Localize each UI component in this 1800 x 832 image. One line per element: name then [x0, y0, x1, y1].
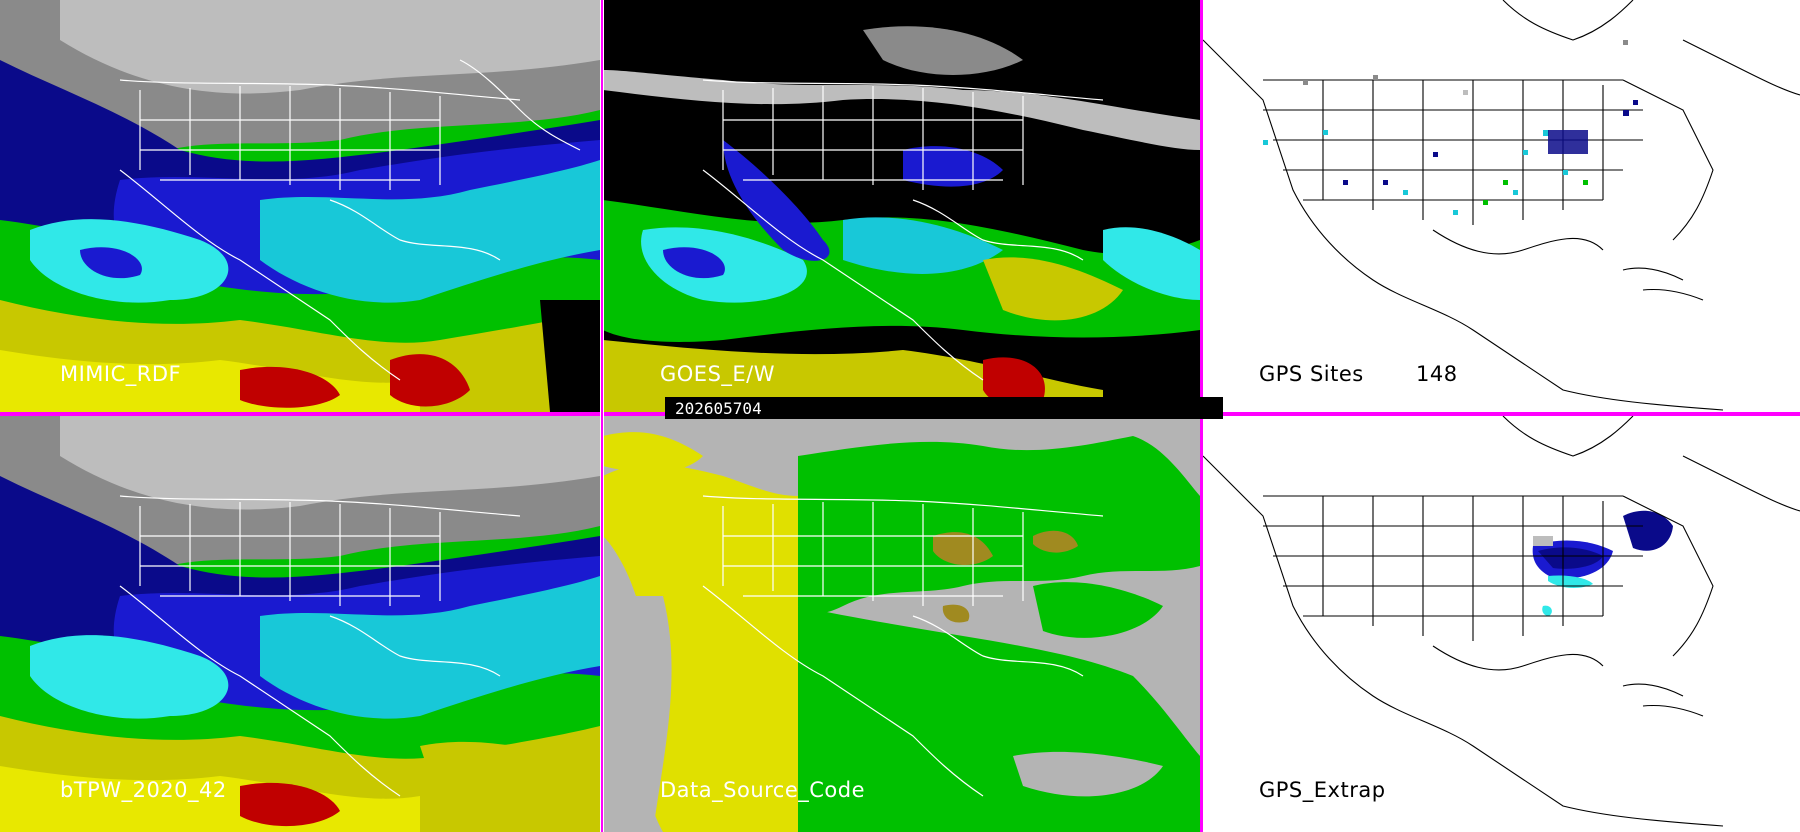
gps-sites-map: [1203, 0, 1800, 412]
gps-site-markers: [1263, 40, 1638, 215]
timestamp-bar: 202605704: [665, 397, 1223, 419]
panel-data-source-code: Data_Source_Code: [603, 416, 1200, 832]
panel-goes-ew: GOES_E/W: [603, 0, 1200, 412]
panel-mimic-rdf: MIMIC_RDF: [0, 0, 600, 412]
panel-gps-sites: GPS Sites 148: [1203, 0, 1800, 412]
gps-site-count: 148: [1416, 362, 1458, 386]
gps-extrap-map: [1203, 416, 1800, 832]
vertical-divider-left-accent: [601, 0, 603, 832]
tpw-map-bottom-left: [0, 416, 600, 832]
panel-title: GPS_Extrap: [1259, 778, 1386, 802]
panel-title: GOES_E/W: [660, 362, 776, 386]
tpw-map-top-left: [0, 0, 600, 412]
timestamp: 202605704: [675, 399, 762, 418]
panel-gps-extrap: GPS_Extrap: [1203, 416, 1800, 832]
panel-title: GPS Sites: [1259, 362, 1364, 386]
panel-btpw: bTPW_2020_42: [0, 416, 600, 832]
goes-map-top-middle: [603, 0, 1200, 412]
data-source-map: [603, 416, 1200, 832]
panel-title: bTPW_2020_42: [60, 778, 227, 802]
panel-title: MIMIC_RDF: [60, 362, 182, 386]
panel-title: Data_Source_Code: [660, 778, 866, 802]
